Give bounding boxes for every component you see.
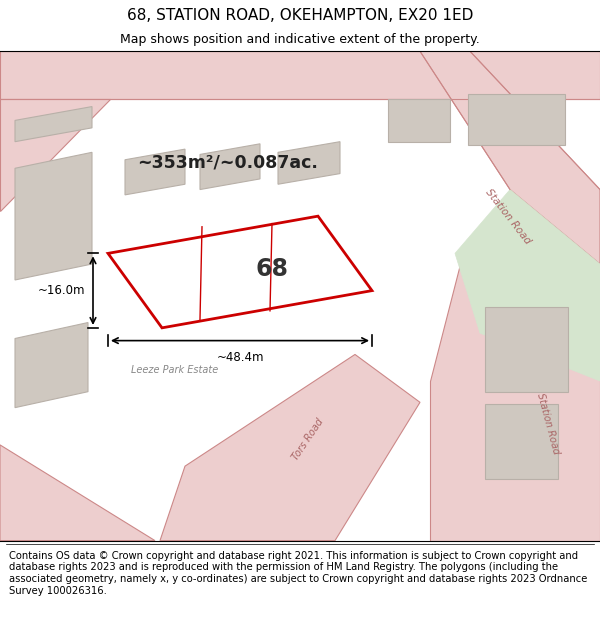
Polygon shape	[200, 144, 260, 189]
Polygon shape	[0, 51, 600, 99]
Polygon shape	[160, 354, 420, 541]
Polygon shape	[468, 94, 565, 145]
Polygon shape	[0, 445, 155, 541]
Text: Station Road: Station Road	[535, 392, 561, 456]
Polygon shape	[388, 99, 450, 142]
Text: Map shows position and indicative extent of the property.: Map shows position and indicative extent…	[120, 34, 480, 46]
Text: 68, STATION ROAD, OKEHAMPTON, EX20 1ED: 68, STATION ROAD, OKEHAMPTON, EX20 1ED	[127, 8, 473, 23]
Polygon shape	[455, 189, 600, 381]
Polygon shape	[15, 322, 88, 408]
Text: ~48.4m: ~48.4m	[216, 351, 264, 364]
Text: Contains OS data © Crown copyright and database right 2021. This information is : Contains OS data © Crown copyright and d…	[9, 551, 587, 596]
Text: ~16.0m: ~16.0m	[37, 284, 85, 297]
Polygon shape	[15, 107, 92, 142]
Text: 68: 68	[256, 258, 289, 281]
Polygon shape	[108, 216, 372, 328]
Polygon shape	[430, 264, 600, 541]
Polygon shape	[0, 99, 110, 211]
Text: ~353m²/~0.087ac.: ~353m²/~0.087ac.	[137, 154, 319, 172]
Polygon shape	[485, 404, 558, 479]
Polygon shape	[278, 142, 340, 184]
Text: Station Road: Station Road	[484, 187, 533, 246]
Polygon shape	[380, 51, 600, 264]
Text: Leeze Park Estate: Leeze Park Estate	[131, 366, 218, 376]
Polygon shape	[125, 149, 185, 195]
Polygon shape	[485, 307, 568, 392]
Polygon shape	[15, 152, 92, 280]
Text: Tors Road: Tors Road	[290, 417, 326, 462]
